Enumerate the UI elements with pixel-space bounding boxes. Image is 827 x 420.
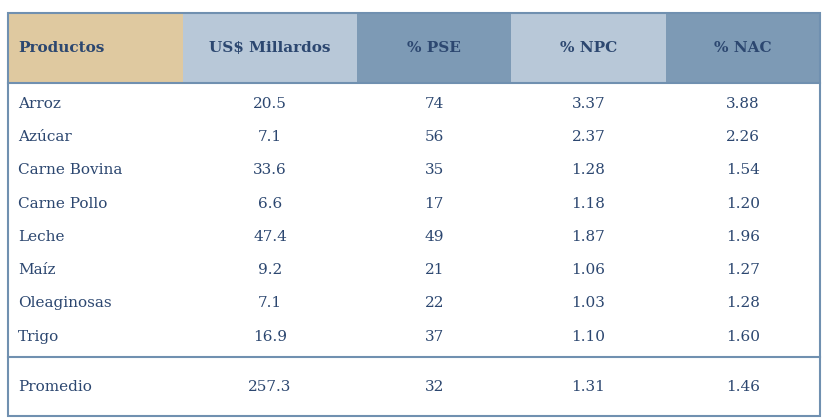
Text: Leche: Leche	[18, 230, 65, 244]
Bar	[8, 13, 183, 83]
Text: 7.1: 7.1	[257, 130, 282, 144]
Bar	[356, 13, 511, 83]
Text: 56: 56	[424, 130, 443, 144]
Bar	[183, 13, 356, 83]
Text: Arroz: Arroz	[18, 97, 61, 111]
Text: Carne Bovina: Carne Bovina	[18, 163, 122, 177]
Text: 16.9: 16.9	[253, 330, 287, 344]
Text: 47.4: 47.4	[253, 230, 287, 244]
Text: 17: 17	[424, 197, 443, 210]
Text: 1.18: 1.18	[571, 197, 605, 210]
Text: 1.96: 1.96	[724, 230, 758, 244]
Text: 1.28: 1.28	[571, 163, 605, 177]
Text: 20.5: 20.5	[253, 97, 287, 111]
Text: 1.87: 1.87	[571, 230, 605, 244]
Text: % NAC: % NAC	[713, 41, 771, 55]
Text: Trigo: Trigo	[18, 330, 60, 344]
Text: 9.2: 9.2	[257, 263, 282, 277]
Text: Maíz: Maíz	[18, 263, 55, 277]
Text: 74: 74	[424, 97, 443, 111]
Text: 1.10: 1.10	[571, 330, 605, 344]
Text: 1.06: 1.06	[571, 263, 605, 277]
Text: 2.37: 2.37	[571, 130, 605, 144]
Text: % NPC: % NPC	[559, 41, 616, 55]
Text: 49: 49	[424, 230, 443, 244]
Text: 3.37: 3.37	[571, 97, 605, 111]
Text: 21: 21	[424, 263, 443, 277]
Text: Productos: Productos	[18, 41, 104, 55]
Text: 1.28: 1.28	[724, 297, 758, 310]
Text: 1.31: 1.31	[571, 380, 605, 394]
Bar	[665, 13, 819, 83]
Text: 33.6: 33.6	[253, 163, 286, 177]
Text: 2.26: 2.26	[724, 130, 758, 144]
Text: 3.88: 3.88	[725, 97, 758, 111]
Text: 7.1: 7.1	[257, 297, 282, 310]
Text: 1.27: 1.27	[724, 263, 758, 277]
Text: 22: 22	[424, 297, 443, 310]
Text: % PSE: % PSE	[407, 41, 461, 55]
Text: 35: 35	[424, 163, 443, 177]
Text: Carne Pollo: Carne Pollo	[18, 197, 108, 210]
Text: 6.6: 6.6	[257, 197, 282, 210]
Text: 32: 32	[424, 380, 443, 394]
Text: Oleaginosas: Oleaginosas	[18, 297, 112, 310]
Text: 257.3: 257.3	[248, 380, 291, 394]
Text: 1.03: 1.03	[571, 297, 605, 310]
Text: 1.60: 1.60	[724, 330, 758, 344]
Text: 1.20: 1.20	[724, 197, 758, 210]
Text: Promedio: Promedio	[18, 380, 92, 394]
Text: 1.54: 1.54	[724, 163, 758, 177]
Text: Azúcar: Azúcar	[18, 130, 72, 144]
Text: US$ Millardos: US$ Millardos	[209, 41, 330, 55]
Text: 1.46: 1.46	[724, 380, 758, 394]
Bar	[511, 13, 665, 83]
Text: 37: 37	[424, 330, 443, 344]
